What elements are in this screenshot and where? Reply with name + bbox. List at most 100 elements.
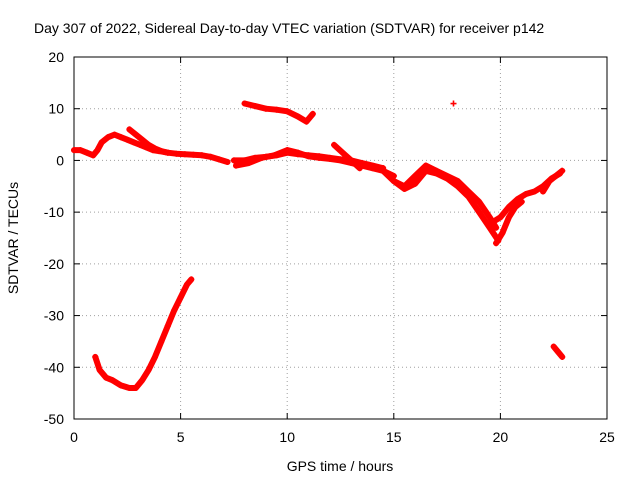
data-layer (71, 100, 566, 391)
series-arc-10 (540, 167, 566, 195)
data-point (224, 158, 231, 165)
data-point (339, 149, 346, 156)
data-point (369, 165, 376, 172)
data-point (284, 108, 291, 115)
data-point (488, 219, 495, 226)
x-tick-label: 5 (177, 429, 185, 445)
data-point (497, 214, 504, 221)
data-point (559, 167, 566, 174)
data-point (512, 203, 519, 210)
chart-title: Day 307 of 2022, Sidereal Day-to-day VTE… (34, 20, 544, 36)
data-point (486, 214, 493, 221)
grid (74, 57, 607, 419)
data-point (552, 172, 559, 179)
y-tick-label: -20 (44, 256, 64, 272)
data-point (450, 100, 457, 107)
series-line (92, 276, 195, 391)
x-tick-label: 10 (279, 429, 295, 445)
data-point (380, 167, 387, 174)
data-point (476, 209, 483, 216)
data-point (531, 188, 538, 195)
data-point (486, 224, 493, 231)
data-point (245, 160, 252, 167)
data-point (493, 224, 500, 231)
data-point (105, 134, 112, 141)
data-point (331, 141, 338, 148)
y-tick-label: 10 (48, 101, 64, 117)
series-arc-high (241, 100, 316, 125)
data-point (476, 198, 483, 205)
data-point (132, 131, 139, 138)
x-axis-label: GPS time / hours (287, 458, 394, 474)
data-point (71, 147, 77, 154)
data-point (92, 353, 99, 360)
data-point (215, 156, 222, 163)
data-point (241, 100, 248, 107)
data-point (94, 147, 101, 154)
data-point (493, 240, 500, 247)
data-point (90, 152, 97, 159)
data-point (316, 154, 323, 161)
y-tick-label: -30 (44, 308, 64, 324)
data-point (273, 106, 280, 113)
x-tick-label: 15 (386, 429, 402, 445)
series-line (331, 141, 363, 172)
y-tick-label: 0 (56, 152, 64, 168)
x-tick-label: 0 (70, 429, 78, 445)
data-point (111, 131, 118, 138)
data-point (559, 353, 566, 360)
y-tick-label: -10 (44, 204, 64, 220)
data-point (164, 322, 171, 329)
data-point (126, 126, 133, 133)
y-tick-label: 20 (48, 49, 64, 65)
data-point (305, 153, 312, 160)
data-point (337, 157, 344, 164)
data-point (139, 377, 146, 384)
data-point (284, 147, 291, 154)
data-point (198, 152, 205, 159)
x-tick-label: 25 (599, 429, 615, 445)
data-point (158, 338, 165, 345)
data-point (126, 384, 133, 391)
data-point (83, 149, 90, 156)
data-point (139, 136, 146, 143)
data-point (96, 366, 103, 373)
y-tick-label: -50 (44, 411, 64, 427)
data-point (177, 294, 184, 301)
series-arc-2 (126, 126, 171, 156)
series-arc-9 (493, 198, 525, 247)
data-point (188, 276, 195, 283)
plot-frame (73, 56, 608, 420)
data-point (505, 214, 512, 221)
data-point (258, 154, 265, 161)
data-point (294, 149, 301, 156)
data-point (77, 147, 84, 154)
data-point (401, 185, 408, 192)
data-point (303, 118, 310, 125)
y-axis-label: SDTVAR / TECUs (5, 182, 21, 294)
data-point (207, 153, 214, 160)
data-point (98, 139, 105, 146)
data-point (505, 203, 512, 210)
data-point (433, 170, 440, 177)
data-point (117, 134, 124, 141)
data-point (132, 384, 139, 391)
data-point (348, 157, 355, 164)
data-point (518, 198, 525, 205)
data-point (550, 343, 557, 350)
data-point (294, 113, 301, 120)
data-point (233, 162, 240, 169)
data-point (190, 151, 197, 158)
data-point (271, 152, 278, 159)
data-point (465, 193, 472, 200)
data-point (173, 150, 180, 157)
data-point (554, 348, 561, 355)
data-point (181, 151, 188, 158)
data-point (412, 180, 419, 187)
series-arc-late (550, 343, 566, 360)
data-point (514, 196, 521, 203)
y-tick-label: -40 (44, 359, 64, 375)
data-point (412, 172, 419, 179)
data-point (309, 110, 316, 117)
